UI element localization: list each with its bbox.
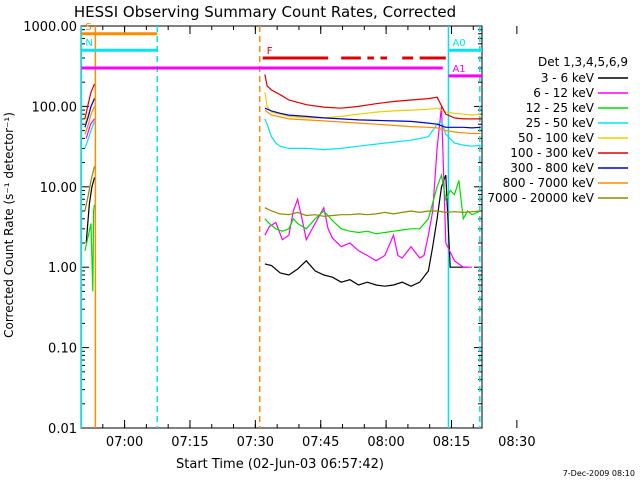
series-line-7-part-0 (84, 106, 96, 135)
legend-header: Det 1,3,4,5,6,9 (538, 55, 628, 69)
legend-label-5: 100 - 300 keV (510, 146, 594, 160)
y-axis-label: Corrected Count Rate (s⁻¹ detector⁻¹) (2, 112, 16, 338)
series-line-1-part-1 (264, 106, 472, 268)
y-tick-label: 1.00 (48, 261, 77, 276)
legend-label-4: 50 - 100 keV (518, 131, 595, 145)
series-line-7-part-1 (264, 109, 481, 135)
state-bar-label-4: A1 (452, 64, 465, 75)
x-tick-label: 08:30 (498, 435, 535, 450)
series-line-3-part-0 (84, 121, 96, 149)
y-tick-label: 100.00 (32, 100, 78, 115)
series-line-0-part-1 (264, 174, 468, 287)
x-axis-label: Start Time (02-Jun-03 06:57:42) (176, 457, 384, 472)
series-line-5-part-0 (84, 83, 96, 120)
series-line-8-part-1 (264, 207, 481, 217)
series-line-1-part-0 (85, 118, 95, 139)
y-tick-label: 0.01 (48, 422, 77, 437)
y-tick-label: 10.00 (40, 181, 77, 196)
legend-label-3: 25 - 50 keV (526, 116, 595, 130)
x-tick-label: 07:00 (106, 435, 143, 450)
legend-label-2: 12 - 25 keV (526, 101, 595, 115)
chart-title: HESSI Observing Summary Count Rates, Cor… (74, 3, 456, 21)
x-tick-label: 08:15 (433, 435, 470, 450)
series-line-3-part-1 (264, 118, 481, 151)
x-tick-label: 08:00 (367, 435, 404, 450)
legend-label-7: 800 - 7000 keV (503, 176, 595, 190)
legend-label-6: 300 - 800 keV (510, 161, 594, 175)
series-line-6-part-0 (84, 98, 96, 128)
series-line-4-part-1 (264, 92, 481, 119)
y-tick-label: 1000.00 (23, 20, 77, 35)
state-bar-label-0: S (85, 22, 91, 33)
x-tick-label: 07:45 (302, 435, 339, 450)
y-tick-label: 0.10 (48, 342, 77, 357)
series-line-2-part-0 (84, 204, 96, 292)
plot-area: 1000.00 100.00 10.00 1.00 0.10 0.01 07:00 07:15… (23, 20, 535, 450)
legend-label-0: 3 - 6 keV (541, 71, 595, 85)
state-bar-label-1: N (85, 38, 92, 49)
series-line-2-part-1 (264, 172, 481, 235)
series-line-0-part-0 (85, 177, 96, 244)
series-line-5-part-1 (264, 74, 481, 120)
series-line-8-part-0 (84, 166, 96, 212)
footer-timestamp: 7-Dec-2009 08:10 (563, 469, 635, 478)
x-tick-label: 07:15 (171, 435, 208, 450)
legend-label-1: 6 - 12 keV (533, 86, 595, 100)
series-line-6-part-1 (264, 107, 481, 129)
x-tick-label: 07:30 (237, 435, 274, 450)
state-bar-label-5: A0 (452, 38, 465, 49)
state-bar-label-2: F (267, 46, 273, 57)
legend-label-8: 7000 - 20000 keV (487, 191, 594, 205)
